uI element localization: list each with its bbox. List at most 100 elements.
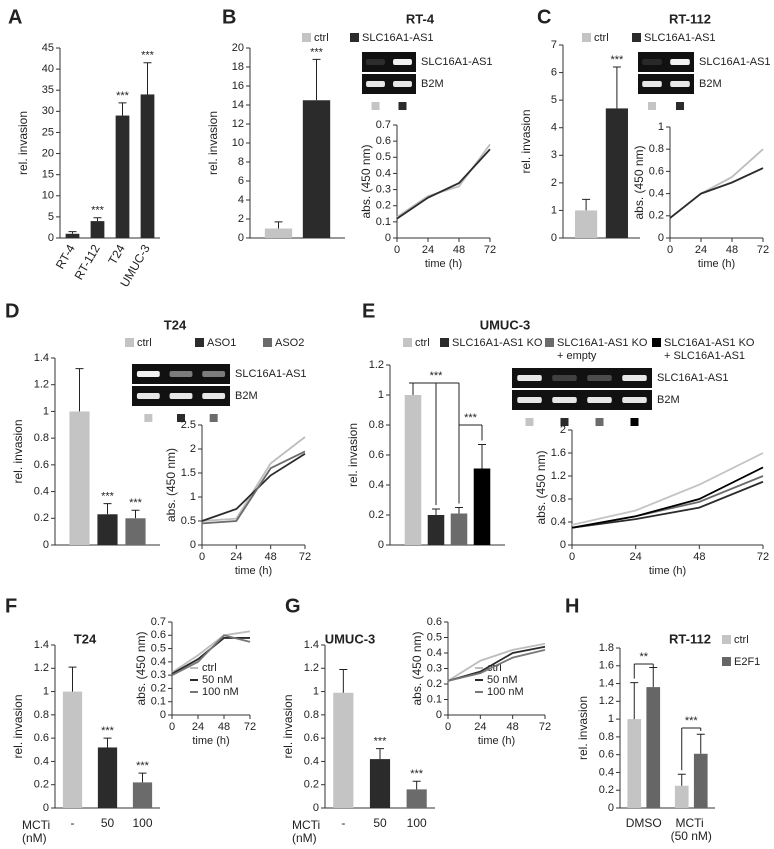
lane-marker bbox=[371, 102, 380, 110]
bar bbox=[693, 753, 708, 808]
y-tick-label: 1 bbox=[658, 121, 664, 133]
error-bar bbox=[432, 508, 440, 515]
y-tick-label: 2 bbox=[238, 213, 244, 225]
x-tick-label: 0 bbox=[169, 721, 175, 733]
lane-marker bbox=[144, 414, 153, 422]
y-tick-label: 0.3 bbox=[151, 669, 166, 681]
lane-marker bbox=[525, 418, 534, 426]
bar bbox=[605, 108, 628, 239]
legend-label: SLC16A1-AS1 KO + SLC16A1-AS1 bbox=[664, 337, 758, 362]
gel-strip bbox=[362, 52, 416, 72]
y-tick-label: 12 bbox=[232, 118, 244, 130]
y-axis-label: abs. (450 nm) bbox=[134, 631, 148, 705]
y-axis-label: rel. invasion bbox=[206, 111, 220, 175]
gel-label: SLC16A1-AS1 bbox=[235, 368, 307, 380]
x-tick-label: 48 bbox=[453, 244, 465, 256]
y-tick-label: 1 bbox=[378, 389, 384, 401]
y-axis-label: rel. invasion bbox=[281, 694, 295, 758]
significance: *** bbox=[310, 46, 324, 58]
y-tick-label: 0.6 bbox=[369, 449, 384, 461]
legend-label: E2F1 bbox=[734, 656, 760, 668]
error-bar bbox=[376, 748, 384, 760]
y-tick-label: 1 bbox=[313, 685, 319, 697]
error-bar bbox=[93, 217, 102, 222]
gel-strip bbox=[362, 74, 416, 94]
legend-label: 100 nM bbox=[202, 686, 239, 698]
x-tick-label: 72 bbox=[299, 551, 311, 563]
y-tick-label: 1 bbox=[43, 405, 49, 417]
significance: *** bbox=[101, 490, 115, 502]
y-tick-label: 1.2 bbox=[34, 662, 49, 674]
y-tick-label: 0.4 bbox=[649, 188, 664, 200]
chart-title: T24 bbox=[164, 317, 187, 332]
y-tick-label: 0 bbox=[190, 539, 196, 551]
y-tick-label: 0.6 bbox=[649, 165, 664, 177]
lane-marker bbox=[595, 418, 604, 426]
y-tick-label: 0 bbox=[48, 232, 54, 244]
y-tick-label: 1 bbox=[190, 491, 196, 503]
legend-swatch bbox=[125, 338, 134, 347]
error-bar bbox=[455, 507, 463, 514]
y-tick-label: 25 bbox=[42, 126, 54, 138]
y-axis-label: rel. invasion bbox=[11, 694, 25, 758]
y-tick-label: 0.2 bbox=[34, 779, 49, 791]
y-tick-label: 5 bbox=[48, 211, 54, 223]
legend-swatch bbox=[350, 33, 359, 42]
x-tick-label: 0 bbox=[569, 551, 575, 563]
bar bbox=[132, 782, 153, 808]
x-tick-label: 24 bbox=[630, 551, 642, 563]
x-axis-label: time (h) bbox=[478, 735, 515, 747]
x-tick-label: 72 bbox=[244, 721, 256, 733]
x-axis-label: time (h) bbox=[235, 565, 272, 577]
legend-swatch bbox=[195, 338, 204, 347]
x-tick-label: 50 bbox=[101, 816, 115, 830]
x-tick-label: 72 bbox=[484, 244, 496, 256]
y-tick-label: 1 bbox=[551, 204, 557, 216]
gel-band bbox=[366, 59, 385, 65]
y-tick-label: 10 bbox=[42, 190, 54, 202]
gel-band bbox=[552, 375, 577, 381]
gel-band bbox=[622, 375, 647, 381]
y-tick-label: 0 bbox=[313, 802, 319, 814]
lane-marker bbox=[630, 418, 639, 426]
y-tick-label: 1.4 bbox=[304, 639, 319, 651]
y-tick-label: 0.2 bbox=[151, 682, 166, 694]
y-tick-label: 0.6 bbox=[599, 749, 614, 761]
chart-title: RT-112 bbox=[669, 631, 711, 646]
significance-bracket bbox=[681, 727, 702, 771]
panel-letter: E bbox=[362, 300, 375, 322]
y-tick-label: 0.6 bbox=[34, 459, 49, 471]
line bbox=[571, 452, 764, 526]
significance: ** bbox=[639, 651, 648, 663]
x-axis-label: time (h) bbox=[192, 735, 229, 747]
legend-label: 100 nM bbox=[487, 686, 524, 698]
x-tick-label: 24 bbox=[422, 244, 434, 256]
y-axis-label: abs. (450 nm) bbox=[534, 450, 548, 524]
y-tick-label: 0.1 bbox=[151, 696, 166, 708]
y-tick-label: 0 bbox=[608, 802, 614, 814]
error-bar bbox=[138, 772, 147, 783]
significance: *** bbox=[101, 725, 115, 737]
x-axis-label: MCTi (nM) bbox=[292, 818, 324, 845]
panel-letter: H bbox=[565, 595, 579, 617]
y-tick-label: 2 bbox=[551, 177, 557, 189]
y-tick-label: 1.4 bbox=[599, 677, 614, 689]
y-axis-label: rel. invasion bbox=[519, 109, 533, 173]
x-axis-label: time (h) bbox=[649, 565, 686, 577]
y-tick-label: 0.6 bbox=[376, 135, 391, 147]
x-tick-label: 50 bbox=[373, 816, 387, 830]
y-tick-label: 45 bbox=[42, 42, 54, 54]
legend-label: SLC16A1-AS1 KO + empty bbox=[557, 337, 651, 362]
line bbox=[447, 642, 546, 682]
gel-band bbox=[202, 371, 226, 377]
bar bbox=[333, 692, 354, 808]
chart-title: UMUC-3 bbox=[325, 631, 376, 646]
error-bar bbox=[339, 668, 348, 693]
y-tick-label: 7 bbox=[551, 39, 557, 51]
y-tick-label: 16 bbox=[232, 80, 244, 92]
line bbox=[396, 143, 491, 218]
gel-band bbox=[136, 371, 160, 377]
legend-swatch bbox=[302, 33, 311, 42]
y-tick-label: 0.4 bbox=[427, 647, 442, 659]
gel-band bbox=[642, 59, 662, 65]
